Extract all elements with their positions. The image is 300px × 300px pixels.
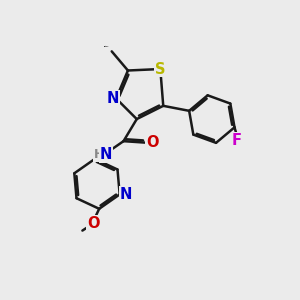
Text: N: N xyxy=(119,187,132,202)
Text: methyl: methyl xyxy=(104,45,109,47)
Text: O: O xyxy=(87,216,100,231)
Text: N: N xyxy=(107,91,119,106)
Text: O: O xyxy=(146,135,158,150)
Text: S: S xyxy=(155,61,166,76)
Text: F: F xyxy=(232,133,242,148)
Text: N: N xyxy=(100,147,112,162)
Text: H: H xyxy=(94,148,104,161)
